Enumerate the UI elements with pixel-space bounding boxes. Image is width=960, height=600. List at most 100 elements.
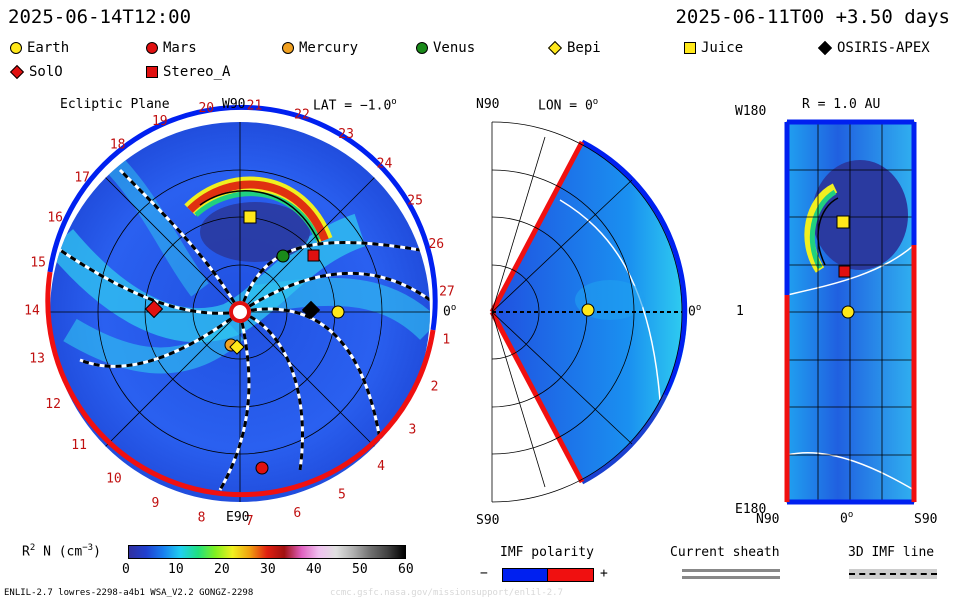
legend-label: Earth bbox=[27, 40, 70, 56]
imf-polarity-title: IMF polarity bbox=[500, 545, 594, 560]
mars-marker bbox=[255, 461, 269, 475]
legend-item-mercury: Mercury bbox=[282, 40, 358, 56]
rotation-number: 4 bbox=[377, 459, 385, 474]
rotation-number: 9 bbox=[151, 496, 159, 511]
stereo-a-marker bbox=[307, 249, 320, 262]
legend-item-juice: Juice bbox=[684, 40, 743, 56]
current-sheath-swatch-top bbox=[682, 569, 780, 572]
stereo-a-marker-radial bbox=[838, 265, 851, 278]
rotation-number: 8 bbox=[198, 510, 206, 525]
legend-label: Stereo_A bbox=[163, 64, 231, 80]
earth-marker-radial bbox=[841, 305, 855, 319]
footer-source: ccmc.gsfc.nasa.gov/missionsupport/enlil-… bbox=[330, 588, 563, 598]
legend-item-venus: Venus bbox=[416, 40, 475, 56]
ecliptic-right-label: 0o bbox=[443, 303, 457, 320]
rotation-number: 25 bbox=[407, 194, 423, 209]
circle-marker-icon bbox=[282, 42, 294, 54]
colorbar-tick-label: 0 bbox=[122, 562, 130, 577]
legend-label: Venus bbox=[433, 40, 476, 56]
legend-item-solo: SolO bbox=[9, 64, 63, 80]
earth-marker-meridional bbox=[581, 303, 595, 317]
density-colorbar bbox=[128, 545, 406, 559]
rotation-number: 3 bbox=[408, 422, 416, 437]
earth-marker bbox=[331, 305, 345, 319]
rotation-number: 14 bbox=[24, 304, 40, 319]
ecliptic-bottom-label: E90 bbox=[226, 510, 250, 525]
rotation-number: 15 bbox=[30, 256, 46, 271]
ecliptic-title: Ecliptic Plane bbox=[60, 97, 170, 112]
colorbar-tick-label: 50 bbox=[352, 562, 368, 577]
legend-item-stereo-a: Stereo_A bbox=[146, 64, 230, 80]
ecliptic-top-label: W90 bbox=[222, 97, 246, 112]
rotation-number: 23 bbox=[338, 127, 354, 142]
circle-marker-icon bbox=[416, 42, 428, 54]
radial-x-left: N90 bbox=[756, 512, 780, 527]
circle-marker-icon bbox=[146, 42, 158, 54]
bepi-marker bbox=[229, 339, 245, 355]
imf-polarity-positive-swatch bbox=[547, 568, 594, 582]
rotation-number: 6 bbox=[293, 506, 301, 521]
meridional-top-label: N90 bbox=[476, 97, 500, 112]
rotation-number: 13 bbox=[29, 352, 45, 367]
rotation-number: 22 bbox=[294, 107, 310, 122]
radial-x-right: S90 bbox=[914, 512, 938, 527]
radial-title: R = 1.0 AU bbox=[802, 97, 881, 112]
rotation-number: 27 bbox=[439, 284, 455, 299]
model-time: 2025-06-14T12:00 bbox=[8, 6, 192, 28]
current-sheath-swatch-bottom bbox=[682, 576, 780, 579]
meridional-right-label: 0o bbox=[688, 303, 702, 320]
juice-marker-radial bbox=[836, 215, 850, 229]
imf-polarity-plus: + bbox=[600, 566, 608, 581]
legend-label: Juice bbox=[701, 40, 744, 56]
radial-x-mid: 0o bbox=[840, 510, 854, 527]
legend-label: Bepi bbox=[567, 40, 601, 56]
juice-marker bbox=[243, 210, 257, 224]
rotation-number: 10 bbox=[106, 471, 122, 486]
radial-left-tick: 1 bbox=[736, 304, 744, 319]
rotation-number: 1 bbox=[442, 333, 450, 348]
rotation-number: 26 bbox=[428, 237, 444, 252]
legend-label: OSIRIS-APEX bbox=[837, 40, 930, 56]
legend-label: Mars bbox=[163, 40, 197, 56]
colorbar-label: R2 N (cm−3) bbox=[22, 543, 101, 560]
square-marker-icon bbox=[684, 42, 696, 54]
square-marker-icon bbox=[146, 66, 158, 78]
solo-marker bbox=[144, 299, 164, 319]
circle-marker-icon bbox=[10, 42, 22, 54]
colorbar-tick-label: 40 bbox=[306, 562, 322, 577]
legend-label: SolO bbox=[29, 64, 63, 80]
rotation-number: 11 bbox=[71, 438, 87, 453]
colorbar-tick-label: 30 bbox=[260, 562, 276, 577]
rotation-number: 19 bbox=[152, 114, 168, 129]
run-time: 2025-06-11T00 +3.50 days bbox=[675, 6, 950, 28]
rotation-number: 16 bbox=[47, 211, 63, 226]
rotation-number: 18 bbox=[110, 138, 126, 153]
rotation-number: 20 bbox=[198, 101, 214, 116]
current-sheath-title: Current sheath bbox=[670, 545, 780, 560]
imf-line-swatch bbox=[849, 573, 937, 575]
legend-item-bepi: Bepi bbox=[547, 40, 601, 56]
ecliptic-lat-label: LAT = −1.0o bbox=[313, 97, 397, 114]
imf-line-title: 3D IMF line bbox=[848, 545, 935, 560]
legend-item-osiris-apex: OSIRIS-APEX bbox=[817, 40, 930, 56]
legend-item-earth: Earth bbox=[10, 40, 69, 56]
meridional-bottom-label: S90 bbox=[476, 513, 500, 528]
footer-model-info: ENLIL-2.7 lowres-2298-a4b1 WSA_V2.2 GONG… bbox=[4, 588, 254, 598]
rotation-number: 5 bbox=[338, 487, 346, 502]
rotation-number: 21 bbox=[247, 99, 263, 114]
legend-item-mars: Mars bbox=[146, 40, 197, 56]
rotation-number: 7 bbox=[246, 514, 254, 529]
rotation-number: 24 bbox=[377, 156, 393, 171]
legend-label: Mercury bbox=[299, 40, 359, 56]
rotation-number: 17 bbox=[74, 171, 90, 186]
meridional-lon-label: LON = 0o bbox=[538, 97, 599, 114]
osiris-apex-marker bbox=[301, 300, 321, 320]
colorbar-tick-label: 60 bbox=[398, 562, 414, 577]
rotation-number: 12 bbox=[45, 397, 61, 412]
imf-polarity-negative-swatch bbox=[502, 568, 549, 582]
colorbar-tick-label: 10 bbox=[168, 562, 184, 577]
rotation-number: 2 bbox=[431, 379, 439, 394]
venus-marker bbox=[276, 249, 290, 263]
colorbar-tick-label: 20 bbox=[214, 562, 230, 577]
